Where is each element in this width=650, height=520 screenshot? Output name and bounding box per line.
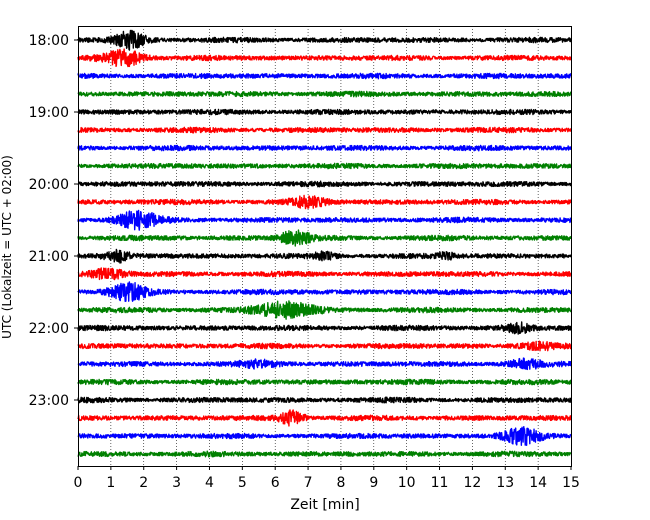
seismic-trace-2315 <box>77 409 572 427</box>
seismic-trace-2215 <box>77 340 572 352</box>
seismic-trace-1815 <box>77 48 572 68</box>
y-tick-label-1: 19:00 <box>29 105 69 121</box>
x-axis-ticks: 0 1 2 3 4 5 6 7 8 9 10 11 12 13 14 15 <box>74 466 580 491</box>
seismic-trace-2300 <box>77 396 572 404</box>
seismic-trace-2115 <box>77 267 572 281</box>
seismic-traces <box>77 29 572 458</box>
seismic-trace-1800 <box>77 29 572 51</box>
seismic-trace-2000 <box>77 180 572 188</box>
seismic-trace-2245 <box>77 378 572 386</box>
x-tick-label-3: 3 <box>172 475 181 491</box>
y-axis-ticks: 18:00 19:00 20:00 21:00 22:00 23:00 <box>29 33 78 409</box>
x-axis-label: Zeit [min] <box>290 497 359 513</box>
seismic-trace-1945 <box>77 162 572 170</box>
seismic-trace-2030 <box>77 209 572 231</box>
x-tick-label-13: 13 <box>496 475 514 491</box>
seismic-trace-2015 <box>77 194 572 210</box>
seismic-trace-1915 <box>77 126 572 134</box>
x-tick-label-4: 4 <box>205 475 214 491</box>
x-tick-label-9: 9 <box>369 475 378 491</box>
seismic-trace-1930 <box>77 144 572 152</box>
y-tick-label-0: 18:00 <box>29 33 69 49</box>
x-tick-label-1: 1 <box>106 475 115 491</box>
x-tick-label-14: 14 <box>529 475 547 491</box>
y-tick-label-2: 20:00 <box>29 177 69 193</box>
seismic-trace-2100 <box>77 248 572 264</box>
seismic-trace-2045 <box>77 229 572 247</box>
x-tick-label-8: 8 <box>336 475 345 491</box>
y-tick-label-5: 23:00 <box>29 393 69 409</box>
x-tick-label-6: 6 <box>271 475 280 491</box>
seismic-trace-1830 <box>77 72 572 80</box>
seismic-trace-2200 <box>77 321 572 335</box>
seismic-trace-2345 <box>77 450 572 458</box>
x-tick-label-15: 15 <box>562 475 580 491</box>
seismic-trace-1845 <box>77 90 572 98</box>
x-tick-label-11: 11 <box>431 475 449 491</box>
seismic-trace-2145 <box>77 300 572 320</box>
y-tick-label-4: 22:00 <box>29 321 69 337</box>
y-axis-label: UTC (Lokalzeit = UTC + 02:00) <box>0 155 14 339</box>
x-tick-label-7: 7 <box>304 475 313 491</box>
seismic-trace-2330 <box>77 426 572 446</box>
x-tick-label-2: 2 <box>139 475 148 491</box>
plot-frame <box>78 26 572 467</box>
seismic-trace-1900 <box>77 108 572 116</box>
x-tick-label-5: 5 <box>238 475 247 491</box>
seismic-trace-2230 <box>77 357 572 371</box>
grid-lines <box>110 26 539 466</box>
x-tick-label-10: 10 <box>398 475 416 491</box>
seismic-trace-2130 <box>77 281 572 303</box>
x-tick-label-12: 12 <box>463 475 481 491</box>
y-tick-label-3: 21:00 <box>29 249 69 265</box>
x-tick-label-0: 0 <box>74 475 83 491</box>
